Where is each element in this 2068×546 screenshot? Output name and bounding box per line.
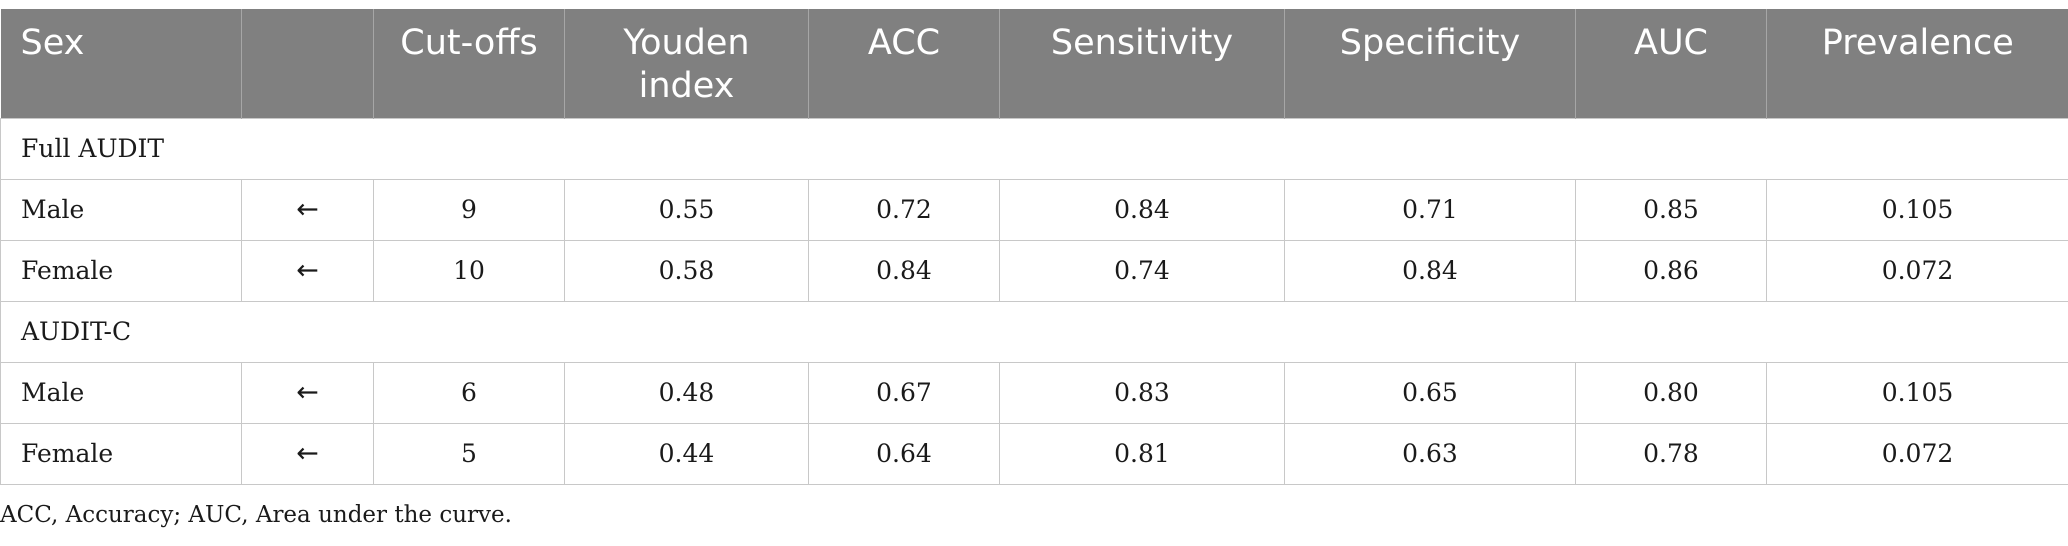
table-row: Female ← 10 0.58 0.84 0.74 0.84 0.86 0.0…	[0, 239, 2068, 302]
cell-auc: 0.85	[1575, 178, 1767, 241]
cell-prevalence: 0.072	[1766, 422, 2068, 485]
cell-sex: Female	[0, 422, 242, 485]
cell-prevalence: 0.105	[1766, 361, 2068, 424]
cell-acc: 0.64	[808, 422, 1000, 485]
header-row: Sex Cut-offs Youden index ACC Sensitivit…	[0, 9, 2068, 118]
header-auc: AUC	[1575, 9, 1767, 118]
header-cutoffs: Cut-offs	[373, 9, 565, 118]
results-table: Sex Cut-offs Youden index ACC Sensitivit…	[0, 9, 2068, 485]
left-arrow-icon: ←	[241, 239, 374, 302]
cell-sensitivity: 0.74	[999, 239, 1285, 302]
left-arrow-icon: ←	[241, 422, 374, 485]
cell-acc: 0.67	[808, 361, 1000, 424]
cell-youden: 0.48	[564, 361, 809, 424]
results-table-container: Sex Cut-offs Youden index ACC Sensitivit…	[0, 9, 2068, 485]
section-title: AUDIT-C	[0, 300, 2068, 363]
cell-sensitivity: 0.81	[999, 422, 1285, 485]
cell-sex: Female	[0, 239, 242, 302]
cell-youden: 0.55	[564, 178, 809, 241]
table-row: Male ← 6 0.48 0.67 0.83 0.65 0.80 0.105	[0, 361, 2068, 424]
cell-sex: Male	[0, 361, 242, 424]
cell-cutoff: 10	[373, 239, 565, 302]
left-arrow-icon: ←	[241, 178, 374, 241]
cell-cutoff: 6	[373, 361, 565, 424]
cell-specificity: 0.63	[1284, 422, 1576, 485]
table-row: Male ← 9 0.55 0.72 0.84 0.71 0.85 0.105	[0, 178, 2068, 241]
cell-sensitivity: 0.84	[999, 178, 1285, 241]
cell-specificity: 0.84	[1284, 239, 1576, 302]
section-title: Full AUDIT	[0, 117, 2068, 180]
section-row-full-audit: Full AUDIT	[0, 117, 2068, 180]
header-specificity: Specificity	[1284, 9, 1576, 118]
table-header: Sex Cut-offs Youden index ACC Sensitivit…	[0, 9, 2068, 118]
cell-cutoff: 5	[373, 422, 565, 485]
header-sex: Sex	[20, 23, 85, 63]
cell-auc: 0.80	[1575, 361, 1767, 424]
table-body: Full AUDIT Male ← 9 0.55 0.72 0.84 0.71 …	[0, 117, 2068, 485]
cell-auc: 0.86	[1575, 239, 1767, 302]
cell-specificity: 0.65	[1284, 361, 1576, 424]
cell-specificity: 0.71	[1284, 178, 1576, 241]
cell-acc: 0.84	[808, 239, 1000, 302]
cell-sensitivity: 0.83	[999, 361, 1285, 424]
cell-prevalence: 0.072	[1766, 239, 2068, 302]
table-footnote: ACC, Accuracy; AUC, Area under the curve…	[0, 502, 512, 528]
cell-prevalence: 0.105	[1766, 178, 2068, 241]
header-sensitivity: Sensitivity	[999, 9, 1285, 118]
left-arrow-icon: ←	[241, 361, 374, 424]
cell-youden: 0.44	[564, 422, 809, 485]
cell-acc: 0.72	[808, 178, 1000, 241]
section-row-audit-c: AUDIT-C	[0, 300, 2068, 363]
cell-youden: 0.58	[564, 239, 809, 302]
header-prevalence: Prevalence	[1766, 9, 2068, 118]
header-youden-index: Youden index	[564, 9, 809, 118]
header-blank	[241, 9, 374, 118]
cell-sex: Male	[0, 178, 242, 241]
header-acc: ACC	[808, 9, 1000, 118]
cell-cutoff: 9	[373, 178, 565, 241]
cell-auc: 0.78	[1575, 422, 1767, 485]
table-row: Female ← 5 0.44 0.64 0.81 0.63 0.78 0.07…	[0, 422, 2068, 485]
